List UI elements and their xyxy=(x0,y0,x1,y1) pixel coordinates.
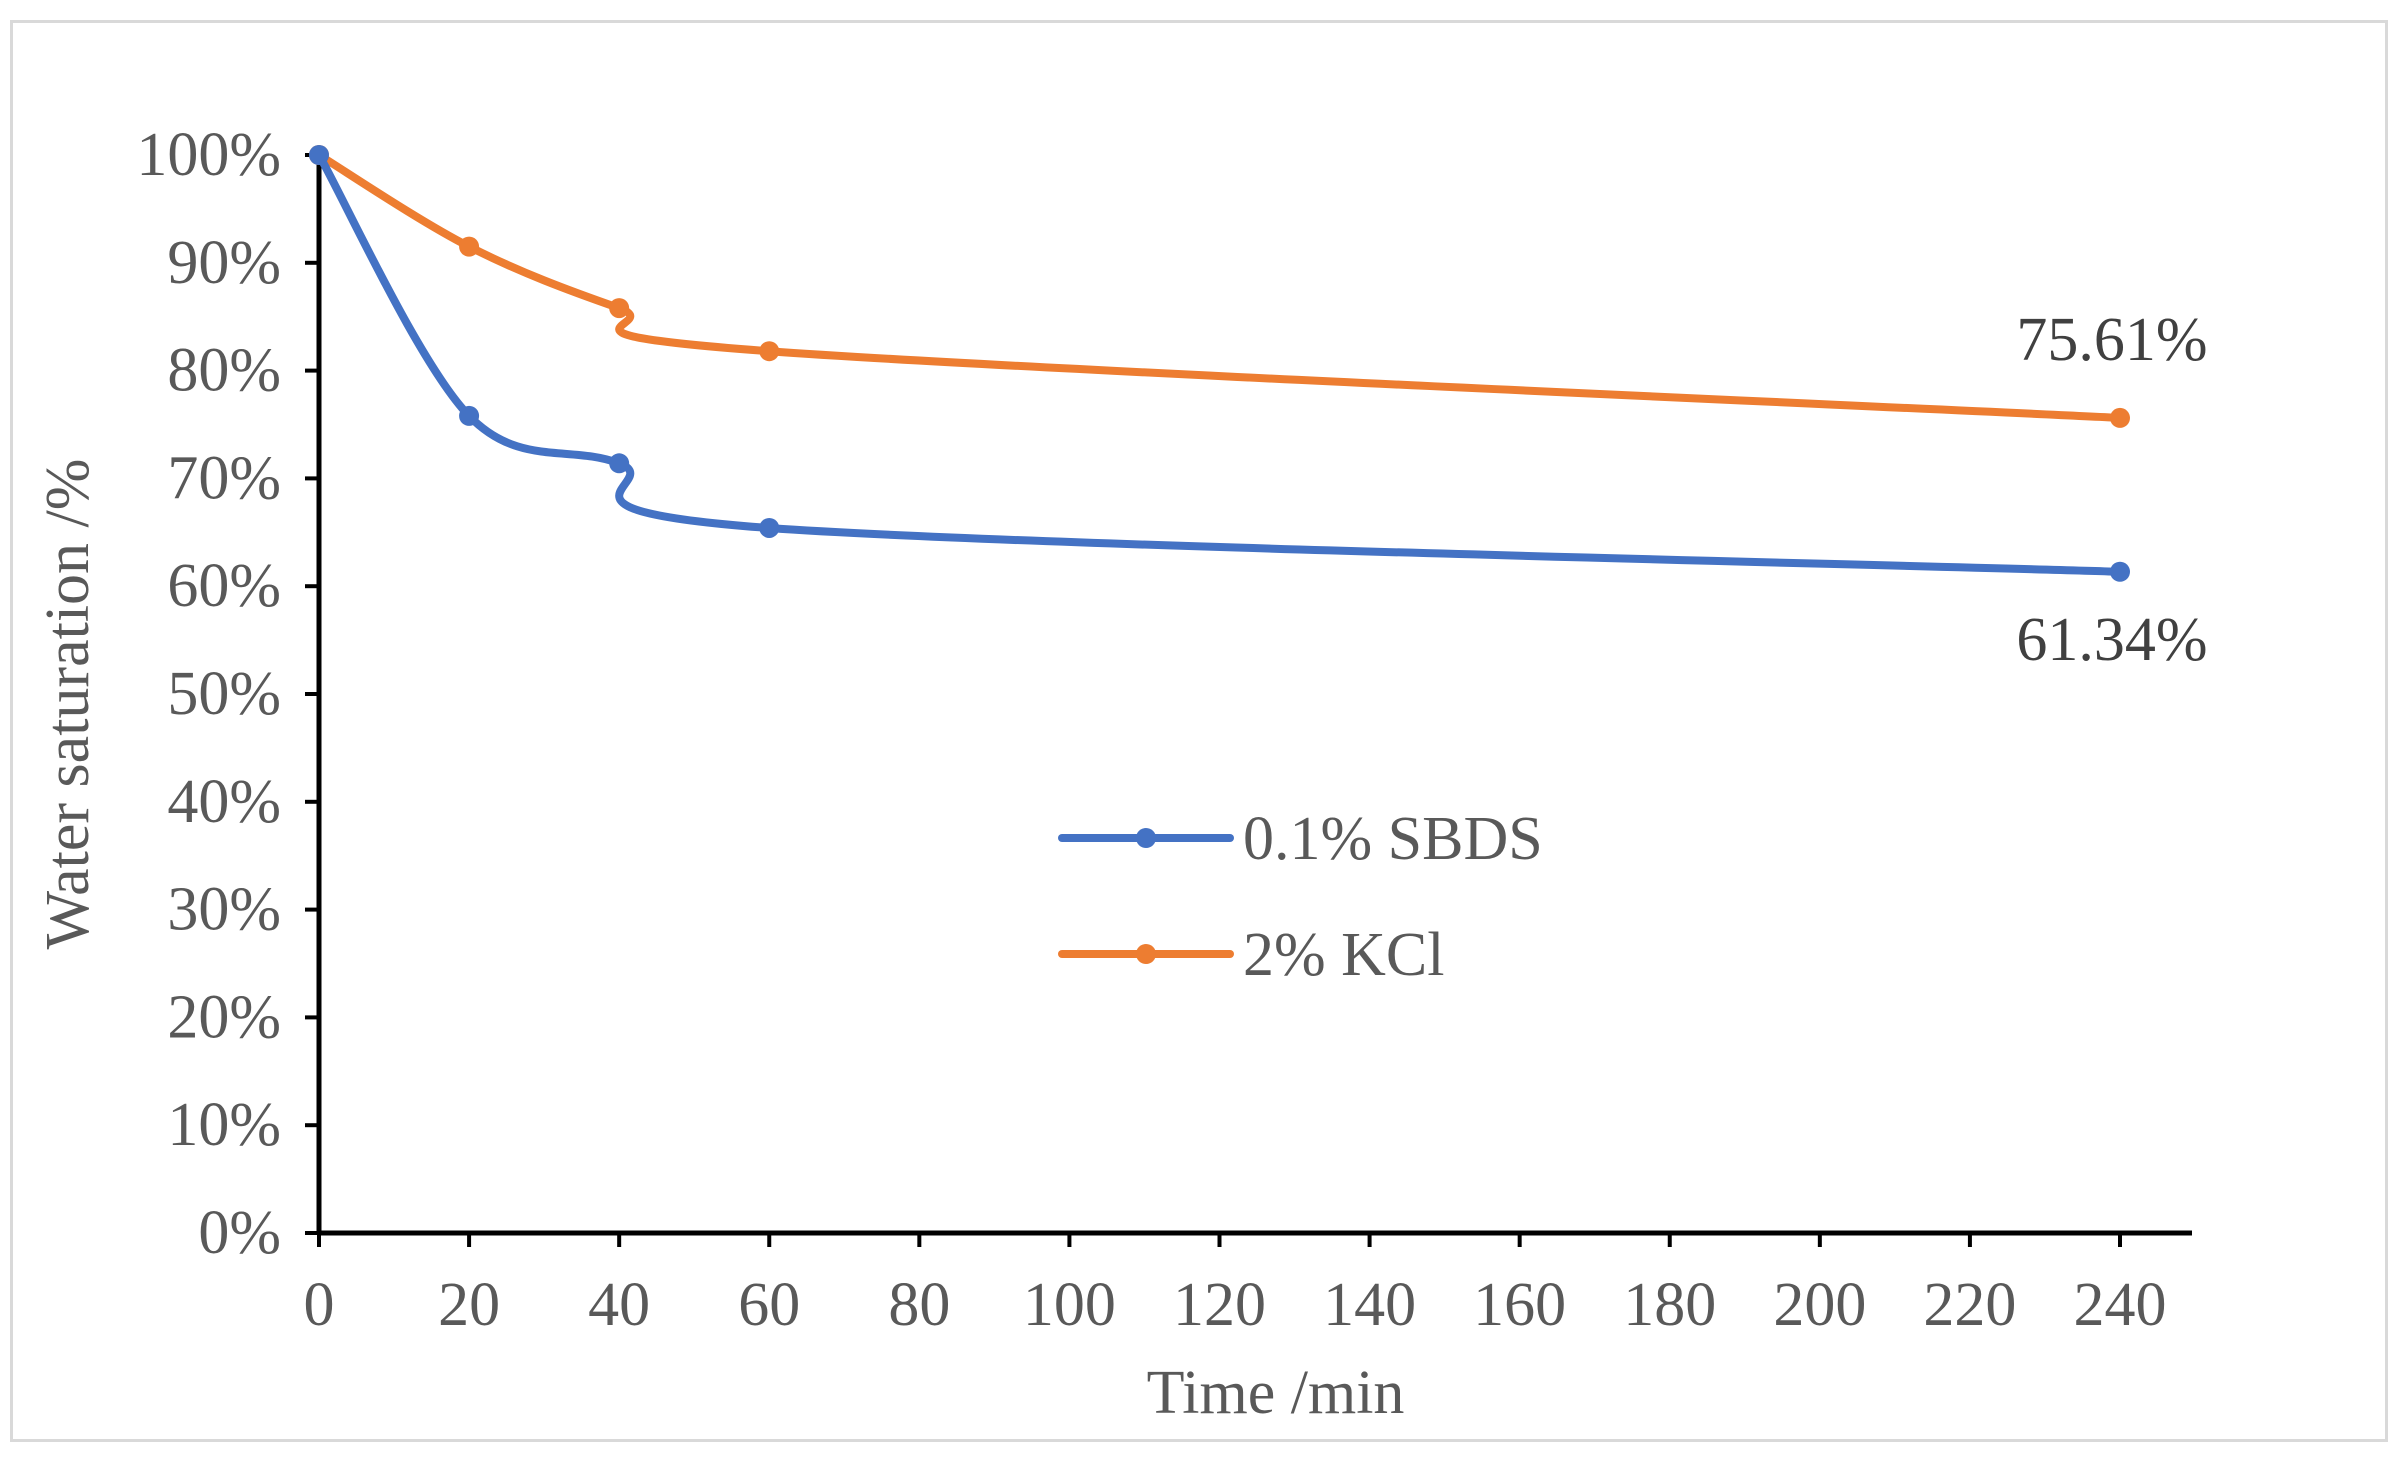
legend-item-0: 0.1% SBDS xyxy=(1058,805,1543,873)
series-line xyxy=(315,151,2124,422)
data-point xyxy=(2110,407,2130,428)
y-tick-label: 90% xyxy=(167,229,281,297)
x-tick-label: 100 xyxy=(1023,1271,1116,1339)
series-layer xyxy=(309,145,2130,582)
y-tick-label: 100% xyxy=(136,121,281,189)
x-axis-ticks: 0 20 40 60 80 100 120 140 160 180 200 220 240 xyxy=(304,1233,2167,1339)
y-tick-label: 10% xyxy=(167,1091,281,1159)
data-point xyxy=(459,236,480,257)
x-tick-label: 20 xyxy=(438,1271,500,1339)
y-tick-label: 60% xyxy=(167,552,281,620)
data-label-end: 61.34% xyxy=(2016,606,2207,674)
x-tick-label: 180 xyxy=(1623,1271,1716,1339)
data-point xyxy=(609,453,630,474)
legend: 0.1% SBDS 2% KCl xyxy=(1058,805,1543,989)
series-0 xyxy=(309,145,2130,582)
x-tick-label: 160 xyxy=(1473,1271,1566,1339)
data-point xyxy=(2110,561,2130,582)
y-axis-ticks: 0% 10% 20% 30% 40% 50% 60% 70% 80% 90% 100% xyxy=(136,121,319,1267)
y-tick-label: 0% xyxy=(198,1199,281,1267)
x-tick-label: 40 xyxy=(588,1271,650,1339)
data-point xyxy=(759,341,780,362)
data-label-end: 75.61% xyxy=(2016,306,2207,374)
x-axis-title: Time /min xyxy=(1147,1359,1405,1427)
legend-swatch-marker xyxy=(1136,944,1156,964)
chart-frame xyxy=(10,20,2388,1442)
x-tick-label: 220 xyxy=(1923,1271,2016,1339)
x-tick-label: 200 xyxy=(1773,1271,1866,1339)
y-tick-label: 30% xyxy=(167,876,281,944)
legend-item-1: 2% KCl xyxy=(1058,921,1445,989)
x-tick-label: 140 xyxy=(1323,1271,1416,1339)
legend-label: 0.1% SBDS xyxy=(1243,805,1543,873)
x-tick-label: 60 xyxy=(738,1271,800,1339)
y-tick-label: 20% xyxy=(167,983,281,1051)
x-tick-label: 80 xyxy=(888,1271,950,1339)
series-line xyxy=(315,151,2124,576)
y-tick-label: 50% xyxy=(167,660,281,728)
y-tick-label: 80% xyxy=(167,337,281,405)
y-tick-label: 70% xyxy=(167,444,281,512)
data-point xyxy=(759,517,780,538)
y-tick-label: 40% xyxy=(167,768,281,836)
legend-label: 2% KCl xyxy=(1243,921,1445,989)
data-labels: 61.34% 75.61% xyxy=(2016,306,2207,674)
series-1 xyxy=(309,145,2130,428)
x-tick-label: 120 xyxy=(1173,1271,1266,1339)
data-point xyxy=(609,298,630,319)
data-point xyxy=(309,145,329,165)
data-point xyxy=(459,405,480,426)
x-tick-label: 0 xyxy=(304,1271,335,1339)
legend-swatch-marker xyxy=(1136,828,1156,848)
y-axis-title: Water saturation /% xyxy=(34,459,102,950)
x-tick-label: 240 xyxy=(2074,1271,2167,1339)
